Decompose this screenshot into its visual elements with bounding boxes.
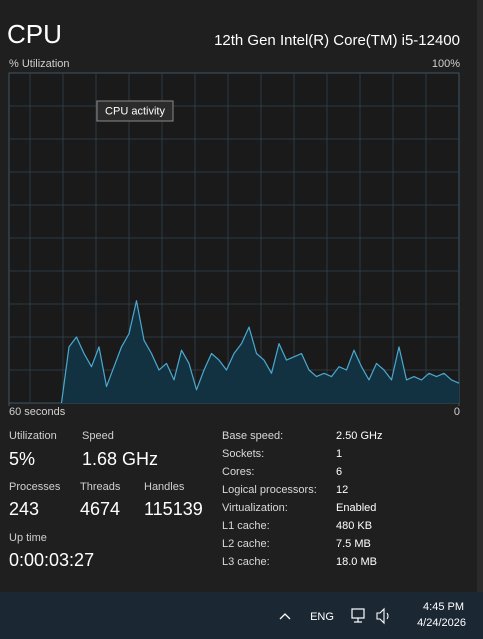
- detail-value: 12: [336, 484, 348, 496]
- stat-value: 115139: [144, 499, 203, 519]
- detail-value: 2.50 GHz: [336, 430, 382, 442]
- taskbar: [0, 592, 483, 639]
- tooltip: CPU activity: [96, 100, 174, 122]
- stat-value: 0:00:03:27: [9, 550, 94, 570]
- tray-chevron[interactable]: [279, 613, 291, 620]
- detail-label: Base speed:: [222, 430, 283, 442]
- processor-name: 12th Gen Intel(R) Core(TM) i5-12400: [214, 32, 460, 49]
- volume-icon[interactable]: [376, 607, 389, 625]
- detail-value: 1: [336, 448, 342, 460]
- tooltip-box: [96, 100, 174, 122]
- y-axis-label: % Utilization: [9, 58, 70, 70]
- cpu-line: [60, 300, 460, 404]
- stat-value: 5%: [9, 449, 35, 469]
- detail-label: Sockets:: [222, 448, 264, 460]
- detail-label: L3 cache:: [222, 556, 270, 568]
- stat-label: Handles: [144, 481, 185, 493]
- detail-value: 7.5 MB: [336, 538, 371, 550]
- tooltip-text: CPU activity: [105, 105, 165, 117]
- cpu-area: [61, 300, 459, 403]
- clock-time[interactable]: 4:45 PM: [423, 601, 464, 613]
- detail-value: 6: [336, 466, 342, 478]
- stat-value: 243: [9, 499, 39, 519]
- details: Base speed: 2.50 GHz Sockets: 1 Cores: 6 Logic…: [222, 430, 382, 568]
- stat-label: Up time: [9, 532, 47, 544]
- detail-label: Cores:: [222, 466, 254, 478]
- detail-label: Virtualization:: [222, 502, 288, 514]
- x-tick-label: 60 seconds: [9, 406, 66, 418]
- clock-date[interactable]: 4/24/2026: [417, 617, 466, 629]
- stat-value: 1.68 GHz: [82, 449, 158, 469]
- stat-label: Processes: [9, 481, 61, 493]
- stat-label: Threads: [80, 481, 121, 493]
- detail-value: 480 KB: [336, 520, 372, 532]
- detail-label: L1 cache:: [222, 520, 270, 532]
- page-title: CPU: [7, 19, 62, 49]
- language[interactable]: ENG: [310, 611, 334, 623]
- detail-label: L2 cache:: [222, 538, 270, 550]
- stat-value: 4674: [80, 499, 120, 519]
- network-icon[interactable]: [351, 608, 365, 623]
- detail-label: Logical processors:: [222, 484, 317, 496]
- x-tick-label: 0: [454, 406, 460, 418]
- detail-value: 18.0 MB: [336, 556, 377, 568]
- stat-label: Speed: [82, 430, 114, 442]
- stat-label: Utilization: [9, 430, 57, 442]
- scrollbar-edge: [477, 0, 483, 592]
- plot: 100% 60 seconds 0: [8, 58, 460, 418]
- detail-value: Enabled: [336, 502, 376, 514]
- y-tick-label: 100%: [432, 58, 460, 70]
